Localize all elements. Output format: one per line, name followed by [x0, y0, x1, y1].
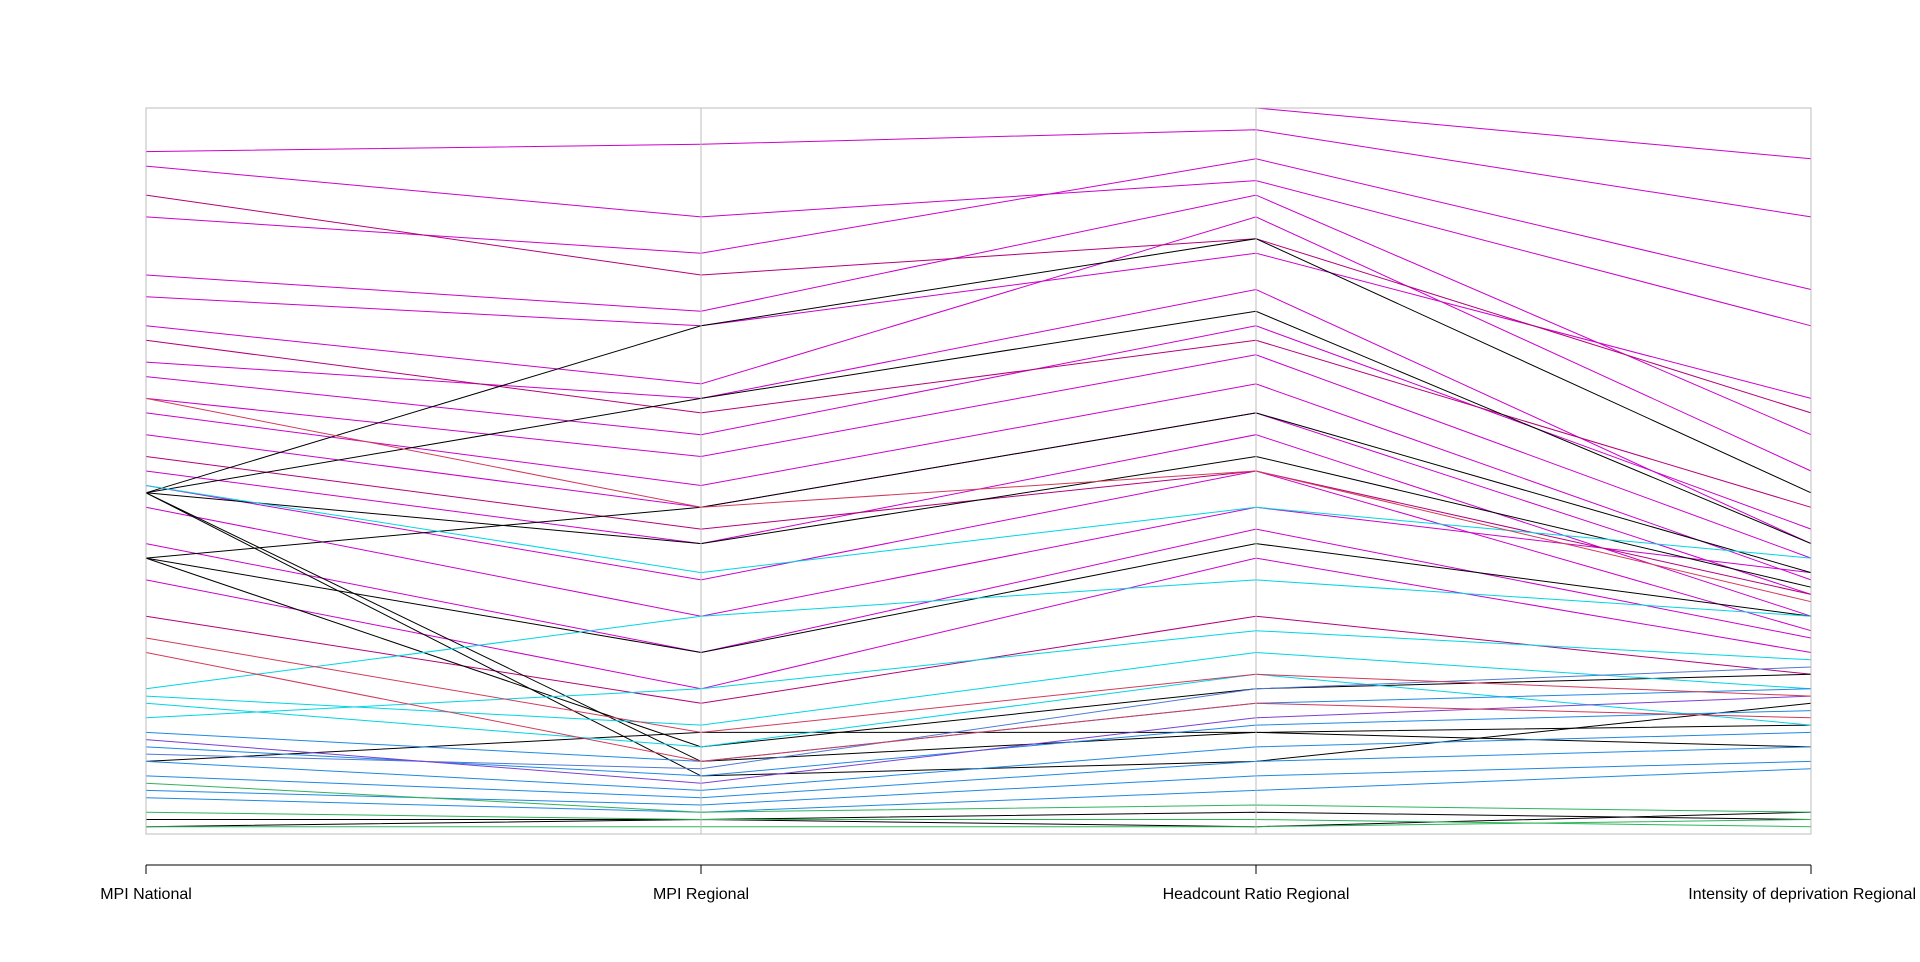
- series-line-41: [145, 760, 1812, 806]
- series-line-15: [145, 528, 1812, 654]
- series-line-14: [145, 506, 1812, 617]
- series-line-33: [145, 579, 1812, 690]
- series-line-16: [145, 557, 1812, 690]
- series-line-0: [146, 107, 1812, 160]
- plot-frame: [145, 107, 1812, 835]
- series-line-38: [145, 710, 1812, 777]
- series-line-24: [145, 492, 1812, 762]
- series-line-30: [146, 811, 1812, 820]
- series-line-44: [145, 695, 1812, 784]
- series-line-31: [145, 811, 1812, 828]
- series-line-10: [145, 383, 1812, 581]
- series-line-39: [145, 731, 1812, 791]
- series-line-40: [145, 746, 1812, 799]
- series-line-28: [145, 557, 1812, 748]
- series-line-45: [145, 652, 1812, 762]
- series-line-29: [145, 724, 1812, 762]
- series-line-49: [145, 811, 1812, 828]
- series-line-34: [145, 651, 1812, 726]
- axis-label-3: Intensity of deprivation Regional: [1688, 886, 1916, 903]
- series-line-47: [145, 397, 1812, 603]
- series-line-36: [145, 630, 1812, 719]
- series-line-9: [145, 354, 1812, 559]
- series-line-6: [145, 216, 1812, 472]
- axis-label-2: Headcount Ratio Regional: [1163, 886, 1350, 903]
- axes: [145, 107, 1812, 866]
- series-line-4: [145, 194, 1812, 436]
- series-line-7: [145, 288, 1812, 545]
- axis-labels: MPI National MPI Regional Headcount Ratio …: [100, 865, 1916, 903]
- series-line-21: [145, 238, 1812, 494]
- series-line-22: [145, 310, 1812, 545]
- series-lines: [145, 107, 1812, 828]
- series-line-3: [145, 158, 1812, 290]
- series-line-1: [145, 129, 1812, 218]
- series-line-32: [145, 485, 1812, 574]
- axis-label-1: MPI Regional: [653, 886, 749, 903]
- series-line-42: [145, 768, 1812, 813]
- series-line-35: [145, 673, 1812, 748]
- series-line-46: [145, 637, 1812, 733]
- series-line-13: [145, 470, 1812, 632]
- series-line-50: [145, 782, 1812, 813]
- series-line-18: [145, 339, 1812, 508]
- axis-label-0: MPI National: [100, 886, 192, 903]
- series-line-2: [145, 165, 1812, 327]
- series-line-17: [145, 194, 1812, 414]
- series-line-26: [145, 412, 1812, 574]
- series-line-23: [145, 455, 1812, 588]
